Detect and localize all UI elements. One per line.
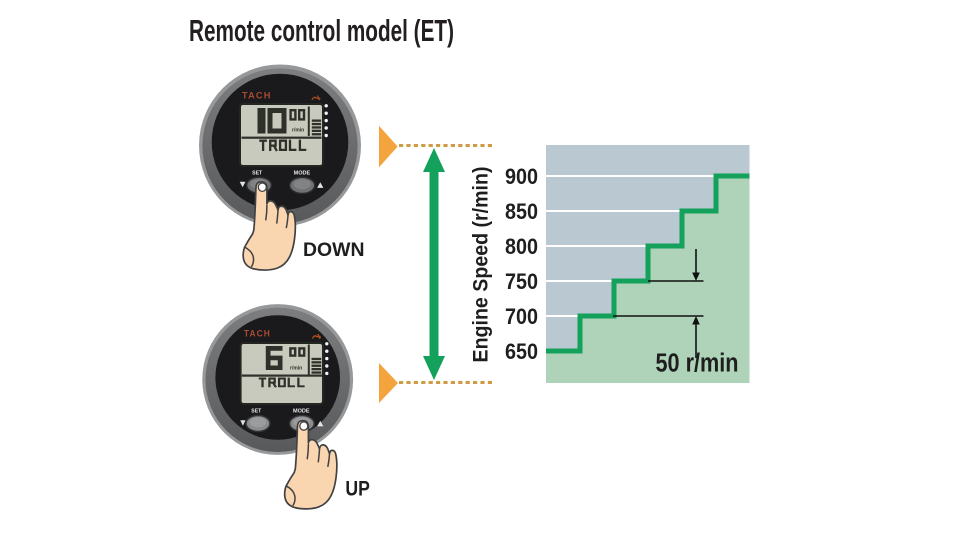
svg-text:Engine Speed (r/min): Engine Speed (r/min) (469, 167, 493, 363)
svg-text:800: 800 (505, 234, 538, 259)
svg-text:r/min: r/min (292, 128, 304, 134)
svg-text:50 r/min: 50 r/min (656, 349, 739, 377)
svg-text:SET: SET (252, 171, 262, 177)
svg-text:750: 750 (505, 269, 538, 294)
svg-text:SET: SET (251, 409, 261, 415)
svg-text:850: 850 (505, 199, 538, 224)
svg-text:TACH: TACH (244, 329, 271, 340)
svg-text:650: 650 (505, 339, 538, 364)
svg-text:DOWN: DOWN (303, 239, 365, 261)
svg-text:700: 700 (505, 304, 538, 329)
svg-text:r/min: r/min (290, 366, 302, 372)
svg-text:MODE: MODE (294, 171, 311, 177)
svg-text:900: 900 (505, 164, 538, 189)
svg-text:UP: UP (345, 478, 370, 501)
svg-text:Remote control model (ET): Remote control model (ET) (189, 13, 454, 48)
svg-text:TACH: TACH (242, 90, 272, 101)
svg-text:MODE: MODE (293, 409, 310, 415)
